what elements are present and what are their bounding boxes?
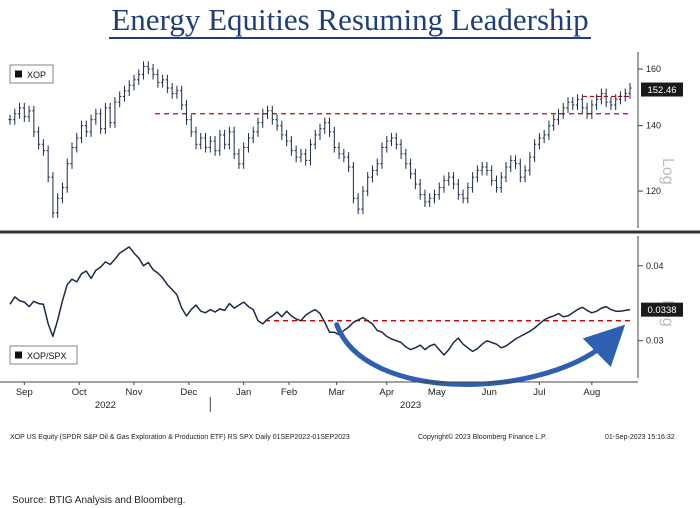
x-tick-label: Mar (329, 387, 345, 398)
x-tick-label: May (428, 387, 446, 398)
y-tick-label: 0.03 (646, 336, 664, 346)
footer-timestamp: 01-Sep-2023 15:16:32 (605, 434, 675, 441)
x-tick-label: Dec (180, 387, 197, 398)
y-tick-label: 140 (646, 121, 661, 131)
year-label: 2023 (400, 400, 421, 411)
legend-label: XOP (27, 70, 46, 80)
y-axis-label: Log (659, 158, 676, 185)
legend-label: XOP/SPX (27, 351, 67, 361)
x-axis: Sep Oct Nov Dec Jan Feb Mar Apr May Jun Jul Aug 2022… (0, 381, 638, 412)
last-value-box (641, 302, 683, 317)
x-tick-label: Apr (379, 387, 394, 398)
legend-box (9, 345, 78, 365)
x-tick-label: Feb (281, 387, 297, 398)
y-tick-label: 160 (646, 64, 661, 74)
x-tick-label: Jun (482, 387, 497, 398)
rounding-bottom-arrow (334, 322, 626, 387)
footer-security-info: XOP US Equity (SPDR S&P Oil & Gas Explor… (10, 434, 350, 441)
source-note: Source: BTIG Analysis and Bloomberg. (12, 495, 186, 506)
ratio-series-line (9, 246, 631, 356)
y-tick-label: 120 (646, 186, 661, 196)
y-tick-label: 0.04 (646, 261, 664, 271)
legend-swatch (15, 70, 22, 78)
last-value-label: 152.46 (647, 85, 676, 96)
last-value-label: 0.0338 (647, 305, 676, 316)
legend-swatch (15, 351, 22, 359)
x-tick-label: Jul (533, 387, 545, 398)
footer-copyright: Copyright© 2023 Bloomberg Finance L.P. (418, 434, 547, 441)
x-tick-label: Sep (16, 387, 33, 398)
x-tick-label: Oct (72, 387, 87, 398)
last-value-box (641, 82, 683, 97)
legend-box (9, 64, 54, 84)
x-tick-label: Jan (236, 387, 251, 398)
xop-price-panel: 120 140 160 Log 152.46 XOP (8, 52, 683, 228)
page-title: Energy Equities Resuming Leadership (109, 2, 591, 39)
chart: 120 140 160 Log 152.46 XOP 0.03 0.04 Log 0.0338 X… (0, 52, 700, 412)
x-tick-label: Nov (126, 387, 143, 398)
year-label: 2022 (95, 400, 116, 411)
x-tick-label: Aug (583, 387, 600, 398)
